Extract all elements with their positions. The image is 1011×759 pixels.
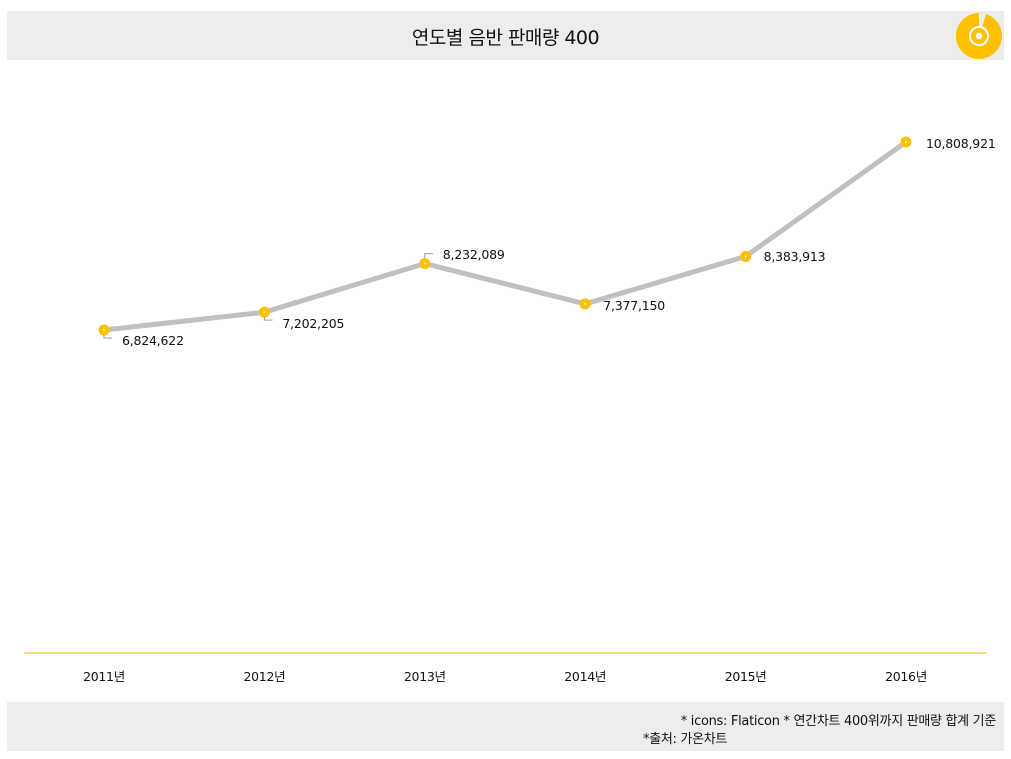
x-axis-tick-label: 2011년: [83, 669, 125, 684]
x-axis-tick-label: 2014년: [564, 669, 607, 684]
x-axis-tick-label: 2013년: [403, 669, 446, 684]
line-chart: [24, 136, 987, 654]
data-label: 8,383,913: [763, 249, 826, 265]
data-label: 6,824,622: [122, 333, 184, 348]
title-bar: 연도별 음반 판매량 400: [7, 11, 1004, 60]
data-label: 7,377,150: [603, 297, 666, 313]
footnote-source-criteria: * icons: Flaticon * 연간차트 400위까지 판매량 합계 기…: [680, 714, 997, 729]
footnote-source: *출처: 가온차트: [643, 732, 728, 747]
x-axis-tick-label: 2015년: [724, 669, 767, 684]
chart-title: 연도별 음반 판매량 400: [411, 27, 600, 49]
x-axis-tick-label: 2016년: [885, 669, 927, 684]
footer-notes: * icons: Flaticon * 연간차트 400위까지 판매량 합계 기…: [7, 702, 1004, 751]
cd-disc-icon: [956, 13, 1002, 59]
data-label: 10,808,921: [926, 136, 996, 151]
data-label: 7,202,205: [282, 316, 345, 332]
plot-area: [98, 136, 912, 339]
sales-line: [103, 139, 908, 333]
data-label: 8,232,089: [442, 246, 505, 262]
x-axis-tick-label: 2012년: [243, 669, 286, 684]
